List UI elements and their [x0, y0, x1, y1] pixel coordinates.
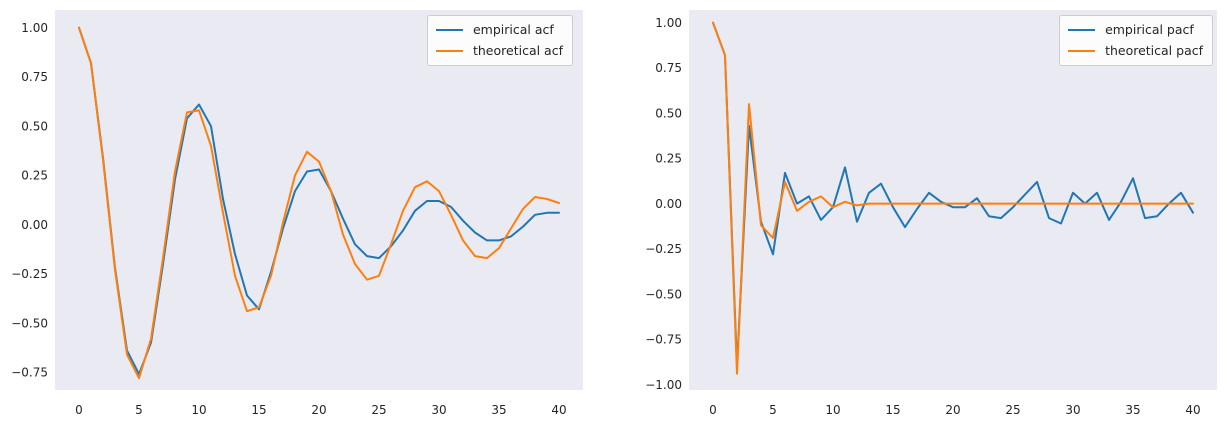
pacf-plot-svg: 0 5 10 15 20 25 30 35 40 1.00 0.75 0.50 0.25 0.00 −0.2… [645, 10, 1217, 417]
y-tick-label: 0.50 [655, 106, 682, 120]
x-tick-label: 35 [491, 403, 506, 417]
acf-legend: empirical acf theoretical acf [426, 15, 573, 66]
theoretical-pacf-line [712, 21, 1194, 375]
y-tick-label: 0.00 [655, 197, 682, 211]
y-tick-label: −0.25 [11, 267, 48, 281]
x-tick-label: 40 [1185, 403, 1200, 417]
legend-entry-theoretical-pacf: theoretical pacf [1068, 42, 1203, 59]
theoretical-acf-line [78, 26, 560, 380]
x-tick-label: 15 [885, 403, 900, 417]
empirical-acf-swatch [435, 28, 463, 31]
x-tick-label: 20 [945, 403, 960, 417]
x-tick-label: 0 [75, 403, 83, 417]
x-tick-label: 10 [825, 403, 840, 417]
x-tick-label: 5 [135, 403, 143, 417]
y-tick-label: −1.00 [645, 378, 682, 392]
x-tick-label: 40 [551, 403, 566, 417]
theoretical-pacf-swatch [1068, 49, 1096, 52]
y-tick-label: 0.75 [21, 70, 48, 84]
x-tick-label: 10 [191, 403, 206, 417]
legend-entry-empirical-acf: empirical acf [435, 21, 563, 38]
legend-label-empirical-acf: empirical acf [472, 22, 554, 37]
x-tick-label: 30 [431, 403, 446, 417]
x-tick-label: 5 [769, 403, 777, 417]
acf-plot-svg: 0 5 10 15 20 25 30 35 40 1.00 0.75 0.50 0.25 0.00 −0.2… [11, 10, 583, 417]
x-tick-label: 30 [1065, 403, 1080, 417]
y-tick-label: −0.50 [645, 287, 682, 301]
empirical-pacf-swatch [1068, 28, 1096, 31]
x-tick-label: 0 [709, 403, 717, 417]
y-tick-label: 1.00 [655, 16, 682, 30]
y-tick-label: 1.00 [21, 21, 48, 35]
acf-chart: 0 5 10 15 20 25 30 35 40 1.00 0.75 0.50 0.25 0.00 −0.2… [0, 0, 613, 428]
legend-label-theoretical-acf: theoretical acf [472, 43, 563, 58]
y-tick-label: 0.25 [21, 169, 48, 183]
y-tick-label: −0.75 [11, 365, 48, 379]
y-tick-label: −0.25 [645, 242, 682, 256]
y-tick-label: 0.25 [655, 152, 682, 166]
legend-entry-empirical-pacf: empirical pacf [1068, 21, 1203, 38]
x-tick-label: 25 [371, 403, 386, 417]
y-tick-label: 0.50 [21, 119, 48, 133]
legend-label-theoretical-pacf: theoretical pacf [1105, 43, 1203, 58]
y-tick-label: −0.75 [645, 333, 682, 347]
empirical-pacf-line [712, 21, 1194, 368]
legend-label-empirical-pacf: empirical pacf [1105, 22, 1194, 37]
pacf-legend: empirical pacf theoretical pacf [1059, 15, 1213, 66]
x-tick-label: 20 [311, 403, 326, 417]
x-tick-label: 25 [1005, 403, 1020, 417]
y-tick-label: −0.50 [11, 316, 48, 330]
y-tick-label: 0.00 [21, 218, 48, 232]
plot-area [689, 10, 1217, 390]
theoretical-acf-swatch [435, 49, 463, 52]
x-tick-label: 15 [251, 403, 266, 417]
y-tick-label: 0.75 [655, 61, 682, 75]
x-tick-label: 35 [1125, 403, 1140, 417]
legend-entry-theoretical-acf: theoretical acf [435, 42, 563, 59]
pacf-chart: 0 5 10 15 20 25 30 35 40 1.00 0.75 0.50 0.25 0.00 −0.2… [613, 0, 1227, 428]
plot-area [55, 10, 583, 390]
